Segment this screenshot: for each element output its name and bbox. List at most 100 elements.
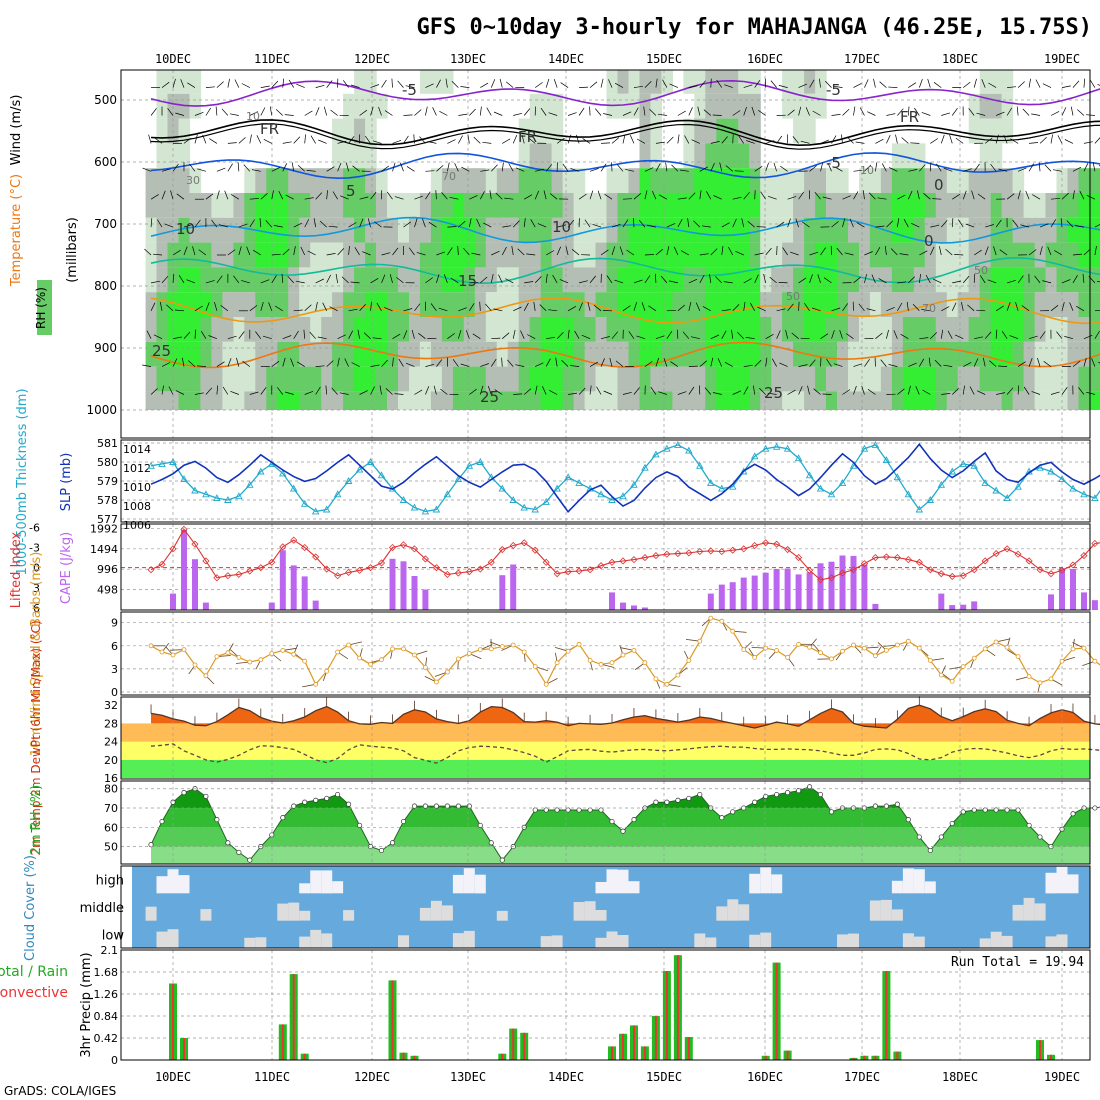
wind-barb	[930, 138, 938, 144]
wind-barb	[710, 248, 718, 256]
wind-barb	[754, 359, 762, 367]
wind-barb	[787, 109, 795, 116]
wind-barb	[170, 190, 174, 200]
wind-barb	[265, 220, 273, 228]
wind-barb	[471, 252, 481, 256]
wind10m-point-75	[971, 655, 977, 661]
wind-barb	[973, 163, 980, 172]
wind-barb	[153, 334, 163, 340]
wind10m-point-57	[774, 648, 779, 653]
thickness-tick-label-1: 580	[97, 456, 118, 469]
rh2m-frame	[120, 780, 1091, 865]
rh-cell	[946, 242, 959, 268]
rh-cell	[760, 317, 772, 342]
lifted-index-point-68	[893, 554, 901, 562]
rh-cell	[727, 317, 739, 342]
rh-cell	[485, 341, 498, 367]
wind-barb	[227, 78, 230, 88]
wind-barb	[491, 250, 500, 256]
rh-cell	[1067, 292, 1080, 317]
rh-cell	[1089, 292, 1100, 317]
wind10m-point-30	[477, 647, 483, 652]
wind-barb	[770, 80, 777, 88]
wind-barb	[644, 80, 652, 88]
lifted-index-point-8	[235, 570, 243, 578]
wind-barb	[540, 107, 547, 116]
wind10m-point-11	[269, 651, 275, 656]
cape-ylabel: CAPE (J/kg)	[59, 532, 74, 604]
thickness-point-5	[202, 490, 210, 498]
rh-cell	[529, 391, 542, 410]
thickness-point-12	[278, 469, 287, 477]
wind10m-point-41	[598, 661, 604, 667]
cape-bar-11	[268, 602, 275, 610]
wind-barb	[205, 86, 215, 88]
wind-barb	[565, 246, 569, 256]
wind-barb	[403, 308, 413, 312]
wind-barb	[732, 110, 741, 116]
wind-barb	[619, 246, 624, 256]
wind-barb	[798, 83, 808, 88]
below-surface-area	[121, 410, 1090, 438]
wind-barb	[651, 190, 657, 200]
lifted-index-point-65	[860, 560, 869, 568]
wind-barb	[769, 276, 777, 284]
rh-cell	[727, 292, 739, 317]
rh-cell	[145, 217, 158, 243]
rh-cell	[299, 391, 311, 410]
rh-cell	[617, 193, 630, 218]
wind-barb	[589, 361, 599, 367]
wind-barb	[236, 357, 240, 367]
wind-barb	[571, 249, 580, 256]
wind-barb	[227, 142, 237, 144]
rh-cell	[343, 341, 355, 367]
rh-cell	[573, 267, 586, 293]
wind10m-point-43	[620, 652, 626, 658]
wind-barb	[900, 333, 909, 340]
rh-cell	[518, 267, 531, 293]
rh-band-2	[151, 808, 1090, 828]
rh-cell	[540, 341, 553, 367]
rh-cell	[1001, 93, 1014, 119]
rh-cell	[738, 242, 750, 268]
temperature-fill	[151, 705, 1100, 728]
rh-cell	[244, 341, 256, 367]
wind-barb	[198, 249, 207, 256]
cape-tick-label-3: 498	[97, 584, 118, 597]
rh-cell	[145, 242, 158, 268]
rh-cell	[485, 292, 498, 317]
rh2m-point-81	[1037, 834, 1043, 840]
wind-barb	[923, 193, 931, 200]
rh-cell	[869, 193, 882, 218]
rh-cell	[1045, 366, 1058, 392]
rh-cell	[650, 93, 662, 119]
wind-barb	[853, 363, 863, 367]
rh-cell	[705, 292, 717, 317]
rh-cell	[661, 193, 673, 218]
wind-barb	[278, 190, 284, 200]
wind-barb	[721, 330, 727, 339]
rh-cell	[496, 168, 509, 193]
rh-cell	[628, 366, 641, 392]
precip-conv-bar-33	[512, 1028, 515, 1060]
slp-tick-label-0: 1014	[123, 443, 151, 456]
wind-barb	[787, 303, 794, 312]
rh-cell	[1078, 267, 1091, 293]
rh-cell	[387, 267, 399, 293]
cape-bar-13	[290, 565, 297, 610]
wind-barb	[724, 361, 733, 367]
wind-barb	[458, 113, 468, 116]
wind10m-point-63	[840, 648, 845, 654]
wind-barb	[805, 107, 810, 116]
wind-barb	[933, 82, 942, 88]
wind-barb	[798, 386, 803, 395]
wind-barb	[756, 226, 766, 228]
cloud-cell	[1034, 903, 1046, 921]
wind10m-point-8	[236, 655, 242, 660]
rh-cell	[452, 317, 465, 342]
wind-barb	[677, 304, 686, 312]
wind-barb	[480, 169, 490, 172]
cape-bar-54	[740, 577, 747, 610]
wind-barb	[227, 335, 237, 340]
wind-barb	[1094, 309, 1100, 312]
